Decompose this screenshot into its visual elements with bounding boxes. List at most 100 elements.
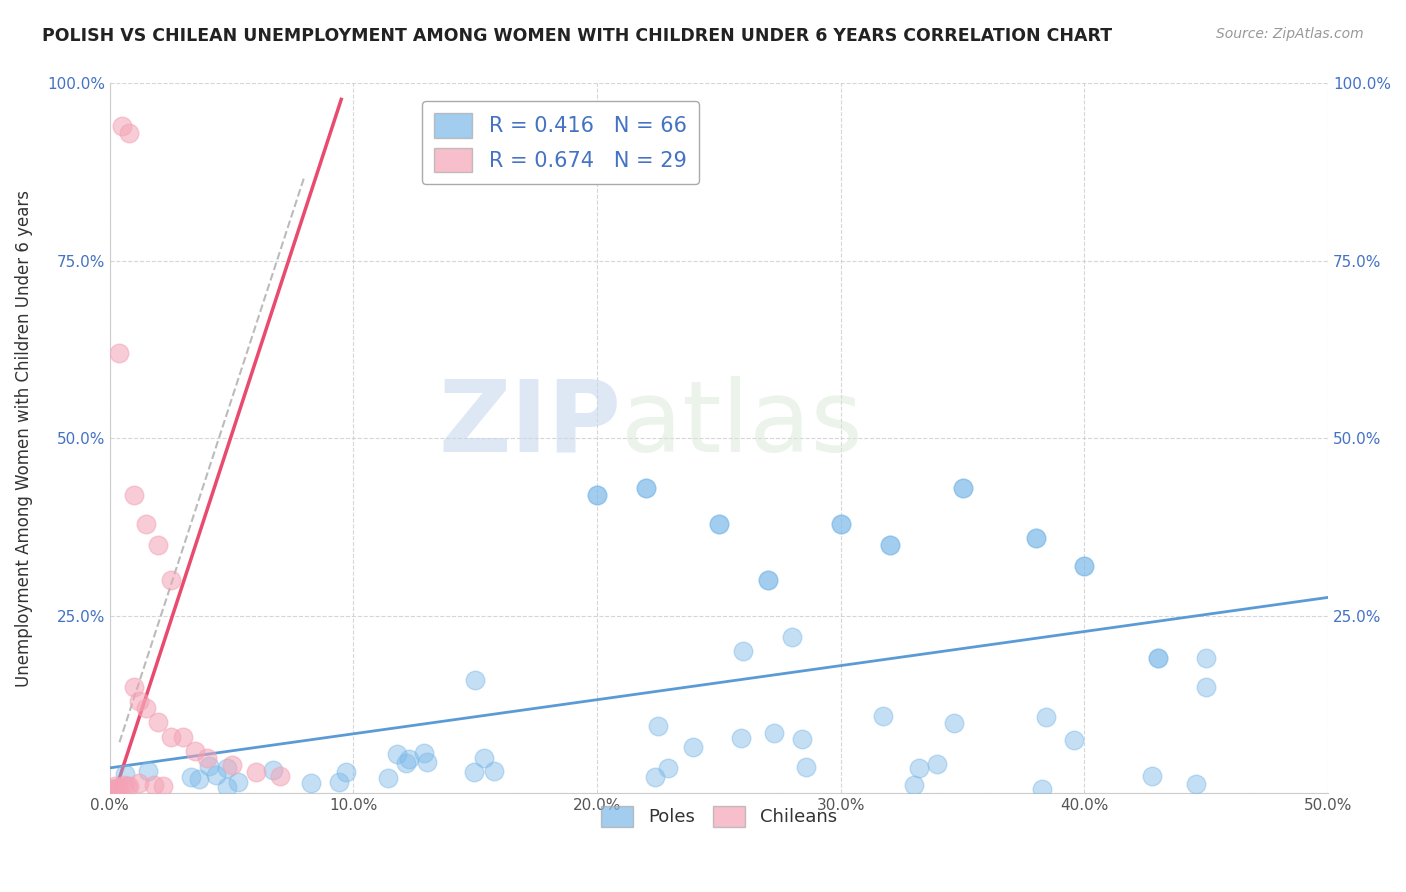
Point xyxy=(780,630,803,644)
Point xyxy=(657,761,679,775)
Point xyxy=(152,779,174,793)
Point xyxy=(925,757,948,772)
Point xyxy=(1146,651,1168,665)
Legend: Poles, Chileans: Poles, Chileans xyxy=(593,798,844,834)
Point xyxy=(159,730,181,744)
Point xyxy=(159,574,181,588)
Point xyxy=(269,769,291,783)
Point xyxy=(1140,769,1163,783)
Point xyxy=(385,747,408,762)
Point xyxy=(398,752,420,766)
Point xyxy=(122,680,145,694)
Point xyxy=(707,516,730,531)
Point xyxy=(104,779,127,793)
Point xyxy=(756,574,779,588)
Point xyxy=(908,761,931,775)
Text: POLISH VS CHILEAN UNEMPLOYMENT AMONG WOMEN WITH CHILDREN UNDER 6 YEARS CORRELATI: POLISH VS CHILEAN UNEMPLOYMENT AMONG WOM… xyxy=(42,27,1112,45)
Text: Source: ZipAtlas.com: Source: ZipAtlas.com xyxy=(1216,27,1364,41)
Point xyxy=(415,756,437,770)
Point xyxy=(221,758,243,772)
Point xyxy=(172,730,194,744)
Point xyxy=(464,673,486,687)
Point xyxy=(756,574,779,588)
Point xyxy=(103,782,125,797)
Point xyxy=(879,538,901,552)
Point xyxy=(472,750,495,764)
Point xyxy=(195,751,218,765)
Point xyxy=(118,779,141,793)
Point xyxy=(1146,651,1168,665)
Point xyxy=(634,481,657,495)
Point xyxy=(217,761,239,775)
Point xyxy=(136,764,159,778)
Point xyxy=(262,764,284,778)
Point xyxy=(114,766,136,780)
Y-axis label: Unemployment Among Women with Children Under 6 years: Unemployment Among Women with Children U… xyxy=(15,190,32,687)
Point xyxy=(128,775,150,789)
Point xyxy=(1185,776,1208,790)
Point xyxy=(1035,710,1057,724)
Text: atlas: atlas xyxy=(621,376,863,473)
Point xyxy=(1025,531,1047,545)
Point xyxy=(112,778,135,792)
Point xyxy=(226,775,249,789)
Point xyxy=(205,768,228,782)
Point xyxy=(180,770,202,784)
Point xyxy=(586,488,609,502)
Point xyxy=(1073,559,1095,574)
Point xyxy=(1195,680,1218,694)
Point xyxy=(830,516,852,531)
Point xyxy=(484,764,506,778)
Point xyxy=(115,779,138,793)
Point xyxy=(879,538,901,552)
Point xyxy=(198,758,221,772)
Point xyxy=(903,778,925,792)
Point xyxy=(1031,782,1053,797)
Point xyxy=(943,715,966,730)
Point xyxy=(118,126,141,140)
Point xyxy=(128,694,150,708)
Point xyxy=(707,516,730,531)
Point xyxy=(148,715,170,730)
Point xyxy=(111,119,134,133)
Point xyxy=(184,744,207,758)
Point xyxy=(763,725,786,739)
Point xyxy=(644,770,666,784)
Point xyxy=(328,775,350,789)
Point xyxy=(245,765,267,780)
Point xyxy=(413,746,436,760)
Point xyxy=(105,780,128,795)
Point xyxy=(792,731,814,746)
Point xyxy=(148,538,170,552)
Point xyxy=(733,644,755,658)
Point xyxy=(952,481,974,495)
Point xyxy=(634,481,657,495)
Point xyxy=(794,760,817,774)
Text: ZIP: ZIP xyxy=(439,376,621,473)
Point xyxy=(1063,732,1085,747)
Point xyxy=(1073,559,1095,574)
Point xyxy=(730,731,752,745)
Point xyxy=(952,481,974,495)
Point xyxy=(1195,651,1218,665)
Point xyxy=(108,780,131,795)
Point xyxy=(872,708,894,723)
Point xyxy=(299,776,322,790)
Point xyxy=(187,772,209,786)
Point xyxy=(463,764,485,779)
Point xyxy=(647,719,669,733)
Point xyxy=(586,488,609,502)
Point xyxy=(682,739,704,754)
Point xyxy=(395,756,418,770)
Point xyxy=(142,778,165,792)
Point xyxy=(101,782,124,797)
Point xyxy=(215,780,238,795)
Point xyxy=(135,701,157,715)
Point xyxy=(105,780,128,795)
Point xyxy=(335,764,357,779)
Point xyxy=(135,516,157,531)
Point xyxy=(377,771,399,785)
Point xyxy=(108,346,131,360)
Point xyxy=(830,516,852,531)
Point xyxy=(1025,531,1047,545)
